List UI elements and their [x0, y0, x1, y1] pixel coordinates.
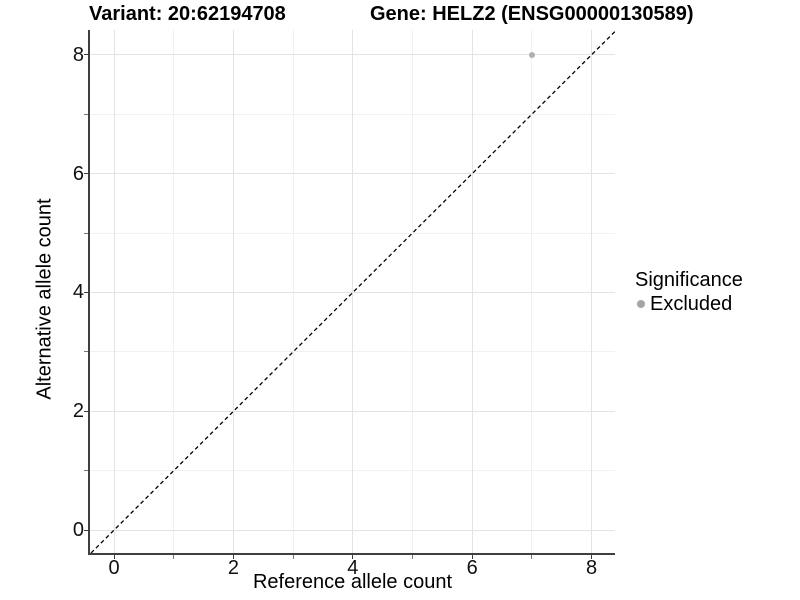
plot-panel: 0 2 4 6 8 0 2 4 6 8 — [73, 30, 615, 579]
x-major-tick — [232, 555, 234, 559]
y-major-gridline — [90, 173, 615, 175]
legend-item-excluded: Excluded — [633, 293, 743, 315]
x-axis-label: Reference allele count — [252, 571, 452, 593]
x-tick-label: 6 — [466, 557, 478, 579]
y-tick-label: 2 — [72, 400, 84, 423]
x-tick-label: 2 — [227, 557, 239, 579]
y-minor-tick — [84, 232, 88, 234]
legend-item-label: Excluded — [650, 293, 733, 315]
gene-title: Gene: HELZ2 (ENSG00000130589) — [370, 3, 694, 25]
x-major-tick — [471, 555, 473, 559]
x-minor-tick — [173, 555, 175, 559]
y-major-gridline — [90, 529, 615, 531]
x-minor-tick — [531, 555, 533, 559]
y-minor-tick — [84, 351, 88, 353]
x-tick-label: 4 — [347, 557, 359, 579]
x-tick-label: 0 — [108, 557, 120, 579]
x-major-tick — [113, 555, 115, 559]
x-minor-tick — [292, 555, 294, 559]
y-major-gridline — [90, 291, 615, 293]
y-major-tick — [84, 173, 88, 175]
y-minor-tick — [84, 113, 88, 115]
x-major-tick — [591, 555, 593, 559]
legend: Significance Excluded — [633, 269, 743, 315]
y-major-tick — [84, 529, 88, 531]
y-major-tick — [84, 291, 88, 293]
legend-point-icon — [637, 300, 645, 308]
y-major-tick — [84, 410, 88, 412]
y-major-tick — [84, 54, 88, 56]
x-tick-label: 8 — [586, 557, 598, 579]
legend-title: Significance — [635, 269, 743, 291]
y-minor-tick — [84, 470, 88, 472]
y-tick-label: 0 — [72, 519, 84, 541]
x-major-tick — [352, 555, 354, 559]
variant-title: Variant: 20:62194708 — [89, 3, 286, 25]
y-major-gridline — [90, 410, 615, 412]
y-tick-label: 4 — [72, 281, 84, 304]
y-tick-label: 6 — [72, 162, 84, 185]
x-minor-tick — [412, 555, 413, 559]
y-major-gridline — [90, 54, 615, 56]
data-point — [528, 51, 535, 58]
y-tick-label: 8 — [72, 43, 84, 66]
